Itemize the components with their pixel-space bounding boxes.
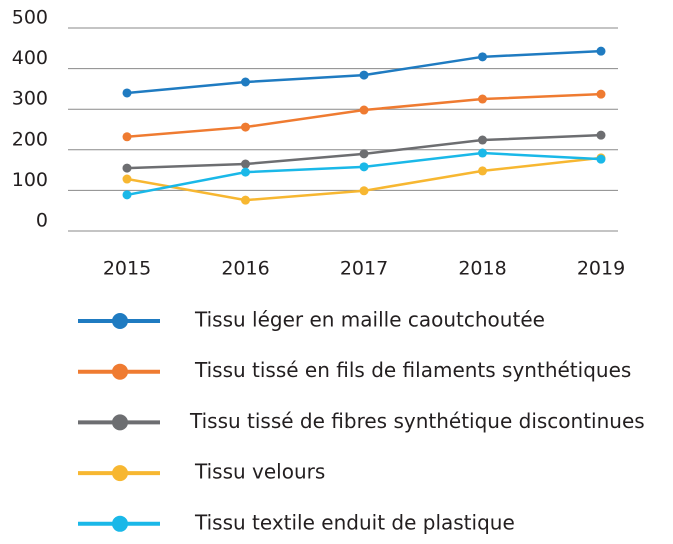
data-point bbox=[359, 70, 369, 80]
data-point bbox=[478, 52, 487, 62]
data-point bbox=[122, 174, 132, 184]
x-tick-label: 2018 bbox=[458, 258, 506, 280]
data-point bbox=[359, 149, 369, 159]
data-point bbox=[478, 94, 487, 104]
legend-label: Tissu textile enduit de plastique bbox=[194, 510, 515, 534]
legend-marker bbox=[112, 414, 128, 431]
legend-marker bbox=[112, 313, 128, 329]
data-point bbox=[241, 122, 250, 132]
x-tick-label: 2016 bbox=[221, 258, 269, 280]
x-tick-label: 2019 bbox=[577, 258, 625, 280]
data-point bbox=[241, 159, 250, 169]
legend-label: Tissu velours bbox=[194, 460, 325, 484]
y-tick-label: 0 bbox=[36, 210, 48, 232]
legend-label: Tissu tissé de fibres synthétique discon… bbox=[189, 409, 645, 433]
data-point bbox=[241, 195, 250, 205]
legend-marker bbox=[112, 515, 128, 532]
data-point bbox=[122, 190, 132, 200]
y-tick-label: 500 bbox=[12, 7, 48, 29]
data-point bbox=[478, 148, 487, 158]
data-point bbox=[122, 88, 132, 98]
data-point bbox=[596, 130, 606, 140]
legend-label: Tissu tissé en fils de filaments synthét… bbox=[194, 358, 631, 382]
data-point bbox=[122, 132, 132, 142]
data-point bbox=[478, 166, 487, 176]
x-tick-label: 2015 bbox=[103, 258, 151, 280]
legend-label: Tissu léger en maille caoutchoutée bbox=[194, 308, 545, 332]
data-point bbox=[122, 163, 132, 173]
x-tick-label: 2017 bbox=[340, 258, 388, 280]
data-point bbox=[596, 154, 606, 164]
data-point bbox=[359, 162, 369, 172]
data-point bbox=[596, 46, 606, 56]
data-point bbox=[359, 105, 369, 115]
series-line bbox=[126, 92, 602, 139]
data-point bbox=[596, 89, 606, 99]
legend-marker bbox=[112, 363, 128, 380]
y-tick-label: 100 bbox=[12, 169, 48, 191]
y-tick-label: 200 bbox=[12, 128, 48, 150]
data-point bbox=[241, 77, 250, 87]
y-tick-label: 400 bbox=[12, 47, 48, 69]
data-point bbox=[241, 167, 250, 177]
data-point bbox=[478, 135, 487, 145]
data-point bbox=[359, 186, 369, 196]
legend-marker bbox=[112, 465, 128, 482]
y-tick-label: 300 bbox=[12, 88, 48, 110]
